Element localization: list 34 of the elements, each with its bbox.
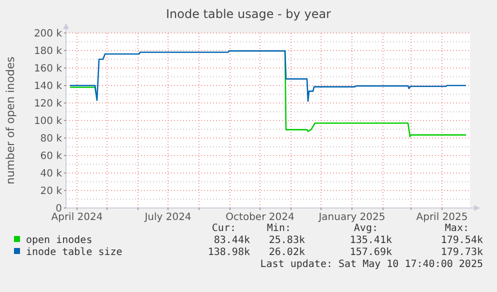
text: 138.98k xyxy=(208,247,250,258)
text: 135.41k xyxy=(350,235,392,246)
legend-label: open inodes xyxy=(26,235,92,246)
y-tick-label: 140 k xyxy=(34,81,62,92)
y-tick-label: 100 k xyxy=(34,116,62,127)
y-tick-label: 0 xyxy=(56,204,62,214)
text: Last update: Sat May 10 17:40:00 2025 xyxy=(260,259,483,270)
text: 179.73k xyxy=(440,247,483,258)
text: 83.44k xyxy=(214,235,250,246)
x-tick-label: July 2024 xyxy=(144,212,192,223)
x-tick-label: April 2025 xyxy=(416,212,468,223)
y-tick-label: 120 k xyxy=(34,98,62,110)
legend-label: inode table size xyxy=(26,247,122,258)
y-tick-label: 180 k xyxy=(34,46,62,57)
text: 25.83k xyxy=(268,235,305,246)
y-tick-label: 200 k xyxy=(34,28,62,40)
y-tick-label: 20 k xyxy=(40,186,62,197)
y-tick-label: 40 k xyxy=(40,168,62,180)
text: Cur: xyxy=(212,223,236,234)
y-axis-title: number of open inodes xyxy=(4,56,17,184)
chart-title: Inode table usage - by year xyxy=(166,7,332,21)
text: Min: xyxy=(266,223,291,234)
text: 179.54k xyxy=(440,235,483,246)
x-tick-label: January 2025 xyxy=(318,212,386,223)
text: 157.69k xyxy=(350,247,392,258)
y-tick-label: 160 k xyxy=(34,64,62,74)
line-series xyxy=(69,50,467,102)
text: Max: xyxy=(444,223,469,234)
x-tick-label: October 2024 xyxy=(226,212,294,223)
text: Avg: xyxy=(354,223,378,234)
text: 26.02k xyxy=(268,247,305,258)
x-tick-label: April 2024 xyxy=(51,212,103,223)
y-tick-label: 80 k xyxy=(40,134,62,144)
y-tick-label: 60 k xyxy=(40,151,62,162)
